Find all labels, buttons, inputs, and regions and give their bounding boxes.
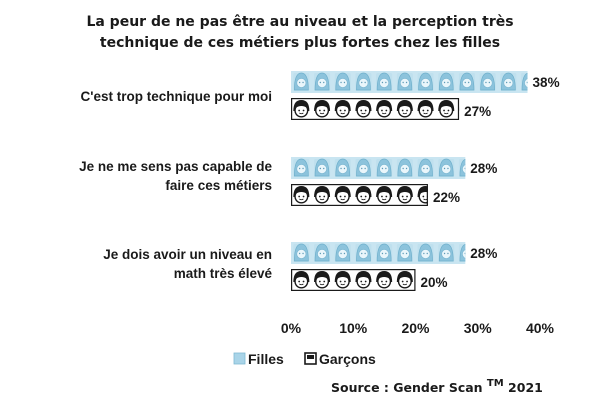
bar-garcons-1: 27% — [291, 97, 491, 120]
data-label: 38% — [533, 75, 560, 90]
data-label: 28% — [470, 246, 497, 261]
girl-icon — [293, 158, 466, 177]
bar-filles-1: 38% — [291, 71, 560, 93]
girl-icon — [293, 72, 528, 91]
data-label: 22% — [433, 190, 460, 205]
x-tick-label: 10% — [339, 320, 368, 336]
category-labels: C'est trop technique pour moi Je ne me se… — [79, 89, 272, 281]
bars: 38% 27% 28% 22% 28% 20% — [291, 71, 560, 292]
legend-label: Filles — [248, 351, 284, 367]
girl-icon — [293, 243, 466, 262]
chart-title: La peur de ne pas être au niveau et la p… — [86, 14, 513, 51]
bar-garcons-3: 20% — [291, 269, 448, 292]
category-label: math très élevé — [174, 266, 273, 281]
data-label: 20% — [421, 275, 448, 290]
category-label: Je dois avoir un niveau en — [103, 247, 272, 262]
data-label: 27% — [464, 104, 491, 119]
category-label: C'est trop technique pour moi — [81, 89, 272, 104]
legend-label: Garçons — [319, 351, 376, 367]
bar-filles-2: 28% — [291, 157, 497, 179]
boy-icon — [293, 186, 428, 204]
legend-item-garcons: Garçons — [304, 351, 376, 367]
x-axis: 0% 10% 20% 30% 40% — [281, 320, 555, 336]
x-tick-label: 0% — [281, 320, 302, 336]
chart-title-line: technique de ces métiers plus fortes che… — [100, 35, 500, 51]
x-tick-label: 20% — [401, 320, 430, 336]
chart-title-line: La peur de ne pas être au niveau et la p… — [86, 14, 513, 30]
data-label: 28% — [470, 161, 497, 176]
category-label: faire ces métiers — [165, 178, 272, 193]
legend-swatch — [233, 352, 246, 365]
bar-filles-3: 28% — [291, 242, 497, 264]
bar-garcons-2: 22% — [291, 184, 460, 207]
legend: Filles Garçons — [233, 351, 376, 367]
category-label: Je ne me sens pas capable de — [79, 159, 272, 174]
boy-icon — [293, 100, 460, 118]
x-tick-label: 30% — [464, 320, 493, 336]
legend-item-filles: Filles — [233, 351, 284, 367]
source-text: Source : Gender Scan TM 2021 — [331, 378, 543, 395]
boy-icon — [293, 271, 413, 289]
source-note: Source : Gender Scan TM 2021 — [331, 378, 543, 395]
x-tick-label: 40% — [526, 320, 555, 336]
